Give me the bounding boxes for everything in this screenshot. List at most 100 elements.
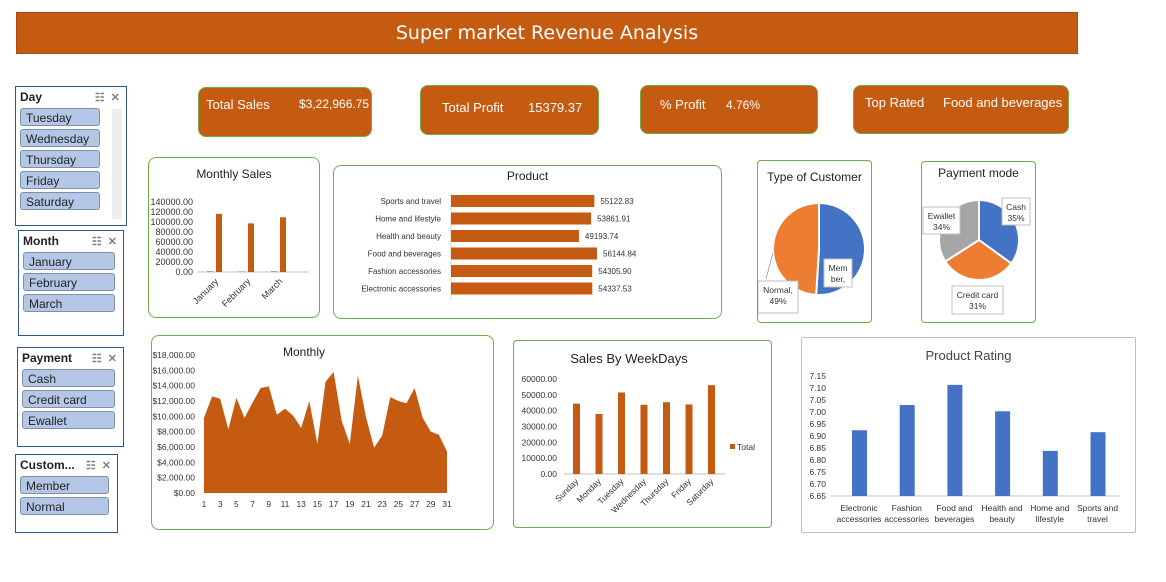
multi-select-icon[interactable]: ☷ <box>91 352 102 365</box>
clear-filter-icon[interactable]: ✕ <box>110 91 120 104</box>
slicer-payment[interactable]: Payment ☷ ✕ Cash Credit card Ewallet <box>17 347 124 447</box>
x-tick-label: 17 <box>329 499 339 509</box>
bar <box>640 404 648 474</box>
x-tick-label: 9 <box>266 499 271 509</box>
monthly-area-title: Monthly <box>282 345 326 359</box>
monthly-area-card: Monthly $18,000.00 $16,000.00 $14,000.00 $1… <box>151 335 494 530</box>
y-tick-label: 0.00 <box>540 469 557 479</box>
multi-select-icon[interactable]: ☷ <box>91 235 102 248</box>
kpi-total-profit-value: 15379.37 <box>528 100 583 115</box>
slicer-item-day[interactable]: Friday <box>20 171 100 189</box>
monthly-sales-title: Monthly Sales <box>196 167 272 181</box>
y-tick-label: 20000.00 <box>155 257 193 267</box>
clear-filter-icon[interactable]: ✕ <box>107 235 117 248</box>
y-tick-label: 30000.00 <box>522 422 558 432</box>
slicer-item-month[interactable]: February <box>23 273 115 291</box>
y-tick-label: 40000.00 <box>155 247 193 257</box>
slicer-scrollbar[interactable] <box>112 109 122 219</box>
x-tick-label: travel <box>1087 514 1108 524</box>
slicer-item-day[interactable]: Tuesday <box>20 108 100 126</box>
kpi-total-sales: Total Sales $3,22,966.75 <box>198 87 372 137</box>
category-label: Home and lifestyle <box>375 215 441 224</box>
x-tick-label: January <box>191 276 221 306</box>
slicer-payment-label: Payment <box>22 351 73 365</box>
bar <box>663 402 670 474</box>
slicer-item-day[interactable]: Saturday <box>20 192 100 210</box>
y-tick-label: 6.85 <box>809 443 826 453</box>
x-tick-label: beverages <box>935 514 975 524</box>
leader-line <box>765 252 774 280</box>
legend-label: Total <box>737 442 755 452</box>
x-tick-label: 7 <box>250 499 255 509</box>
y-tick-label: 50000.00 <box>522 390 558 400</box>
kpi-total-sales-value: $3,22,966.75 <box>299 97 370 111</box>
y-tick-label: 80000.00 <box>155 227 193 237</box>
pie-label: Cash <box>1006 202 1026 212</box>
category-label: Food and beverages <box>368 250 441 259</box>
y-tick-label: 7.00 <box>809 407 826 417</box>
bar <box>573 403 580 474</box>
y-tick-label: 6.95 <box>809 419 826 429</box>
multi-select-icon[interactable]: ☷ <box>85 459 96 472</box>
y-tick-label: 20000.00 <box>522 437 558 447</box>
y-tick-label: 6.65 <box>809 491 826 501</box>
y-tick-label: 7.15 <box>809 371 826 381</box>
clear-filter-icon[interactable]: ✕ <box>107 352 117 365</box>
y-tick-label: 6.80 <box>809 455 826 465</box>
slicer-item-day[interactable]: Wednesday <box>20 129 100 147</box>
slicer-item-customer[interactable]: Member <box>20 476 109 494</box>
clear-filter-icon[interactable]: ✕ <box>101 459 111 472</box>
category-label: Electronic accessories <box>361 285 441 294</box>
category-label: Fashion accessories <box>368 267 441 276</box>
x-tick-label: 21 <box>361 499 371 509</box>
y-tick-label: $12,000.00 <box>152 396 195 406</box>
slicer-item-payment[interactable]: Ewallet <box>22 411 115 429</box>
slicer-day[interactable]: Day ☷ ✕ Tuesday Wednesday Thursday Friday … <box>15 86 127 226</box>
y-tick-label: $10,000.00 <box>152 411 195 421</box>
data-label: 54305.90 <box>598 267 632 276</box>
area-series <box>204 371 447 493</box>
bar <box>618 392 625 474</box>
customer-type-chart: Member, Normal,49% <box>758 201 866 314</box>
bar <box>451 282 593 295</box>
x-tick-label: Home and <box>1030 503 1069 513</box>
y-tick-label: 60000.00 <box>155 237 193 247</box>
multi-select-icon[interactable]: ☷ <box>94 91 105 104</box>
slicer-month[interactable]: Month ☷ ✕ January February March <box>18 230 124 336</box>
data-label: 54337.53 <box>598 285 632 294</box>
bar <box>899 405 915 496</box>
bar <box>595 413 603 474</box>
slicer-customer[interactable]: Custom... ☷ ✕ Member Normal <box>15 454 118 533</box>
x-tick-label: March <box>260 276 285 301</box>
kpi-total-profit: Total Profit 15379.37 <box>420 85 599 135</box>
y-tick-label: 60000.00 <box>522 374 558 384</box>
y-tick-label: 10000.00 <box>522 453 558 463</box>
callout-box <box>1001 197 1031 226</box>
bar <box>1042 450 1058 496</box>
y-tick-label: 40000.00 <box>522 406 558 416</box>
x-tick-label: 13 <box>296 499 306 509</box>
bar <box>248 223 254 272</box>
slicer-item-day[interactable]: Thursday <box>20 150 100 168</box>
slicer-item-customer[interactable]: Normal <box>20 497 109 515</box>
callout-box <box>823 258 853 288</box>
slicer-item-month[interactable]: March <box>23 294 115 312</box>
x-tick-label: 15 <box>313 499 323 509</box>
bar <box>451 212 592 225</box>
slicer-item-payment[interactable]: Cash <box>22 369 115 387</box>
product-title: Product <box>506 169 549 183</box>
customer-type-title: Type of Customer <box>767 170 862 184</box>
pie-label: ber, <box>831 274 845 284</box>
monthly-area-chart: $18,000.00 $16,000.00 $14,000.00 $12,000.00… <box>152 350 452 509</box>
pie-slice <box>772 201 820 296</box>
pie-label: 49% <box>769 296 786 306</box>
x-tick-label: Fashion <box>892 503 923 513</box>
slicer-item-payment[interactable]: Credit card <box>22 390 115 408</box>
kpi-top-rated-value: Food and beverages <box>943 95 1063 110</box>
y-tick-label: $0.00 <box>174 488 196 498</box>
pie-label: 31% <box>969 301 986 311</box>
y-tick-label: 7.10 <box>809 383 826 393</box>
y-tick-label: $14,000.00 <box>152 381 195 391</box>
slicer-item-month[interactable]: January <box>23 252 115 270</box>
